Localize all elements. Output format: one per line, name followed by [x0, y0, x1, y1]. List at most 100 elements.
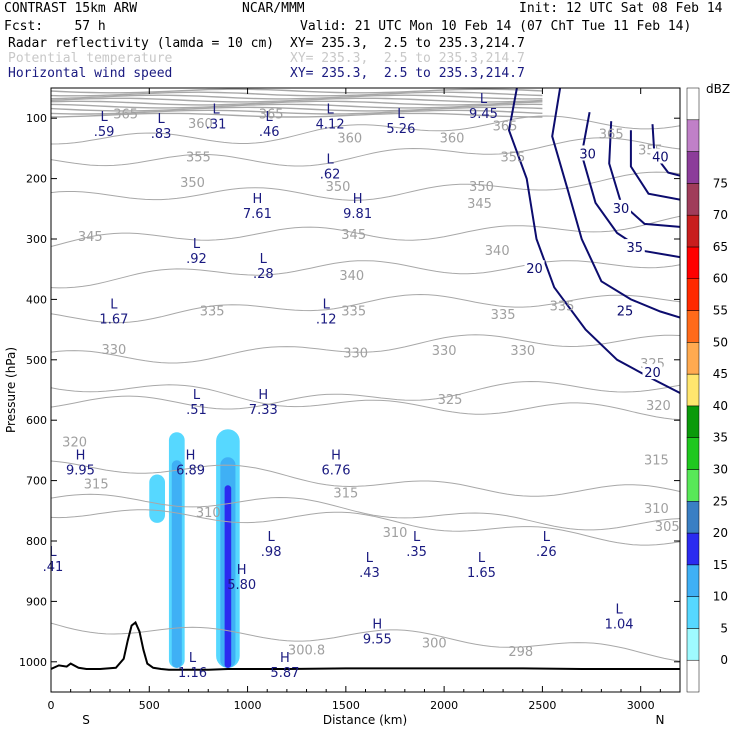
extremum-h-marker: H	[280, 651, 290, 666]
extremum-value: .92	[186, 252, 207, 267]
theta-contour-label: 315	[644, 453, 669, 468]
theta-contour-label: 300.8	[288, 644, 325, 659]
theta-contour-upper	[51, 103, 543, 109]
extremum-value: .46	[259, 125, 280, 140]
extremum-l-marker: L	[323, 297, 331, 312]
extremum-l-marker: L	[478, 551, 486, 566]
theta-contour-label: 320	[646, 399, 671, 414]
colorbar-swatch	[686, 310, 700, 343]
theta-contour-label: 335	[200, 304, 225, 319]
extremum-value: .26	[536, 545, 557, 560]
field-reflectivity-name: Radar reflectivity (lamda = 10 cm)	[8, 36, 275, 51]
colorbar-tick-label: 5	[720, 621, 728, 635]
x-axis-north-label: N	[656, 713, 665, 727]
extremum-value: 7.61	[243, 207, 272, 222]
extremum-l-marker: L	[366, 551, 374, 566]
theta-contour-label: 350	[180, 176, 205, 191]
extremum-l-marker: L	[543, 530, 551, 545]
theta-contour-label: 340	[339, 269, 364, 284]
x-tick-label: 1000	[234, 699, 262, 712]
theta-contour-label: 355	[186, 150, 211, 165]
theta-contour-label: 320	[62, 435, 87, 450]
extremum-l-marker: L	[193, 237, 201, 252]
colorbar-swatch	[686, 183, 700, 216]
extremum-value: 5.87	[270, 666, 299, 681]
field-theta-name: Potential temperature	[8, 51, 173, 66]
theta-contour-label: 335	[341, 304, 366, 319]
wind-contour-20	[507, 88, 680, 394]
theta-contour-label: 310	[196, 506, 221, 521]
extremum-l-marker: L	[266, 110, 274, 125]
extremum-h-marker: H	[331, 448, 341, 463]
colorbar-tick-label: 10	[713, 590, 728, 604]
theta-contour-label: 365	[599, 127, 624, 142]
colorbar-swatch	[686, 342, 700, 375]
theta-contour-upper	[51, 112, 543, 118]
forecast-hour: Fcst: 57 h	[4, 19, 106, 34]
y-tick-label: 800	[26, 535, 47, 548]
colorbar-swatch	[686, 564, 700, 597]
theta-contour-label: 355	[501, 150, 526, 165]
extremum-h-marker: H	[253, 192, 263, 207]
x-tick-label: 2500	[528, 699, 556, 712]
theta-contour-label: 350	[326, 180, 351, 195]
theta-contour-350	[51, 171, 680, 201]
theta-contour-label: 325	[438, 393, 463, 408]
theta-contour-label: 360	[440, 132, 465, 147]
colorbar-tick-label: 0	[720, 653, 728, 667]
extremum-value: 9.45	[469, 107, 498, 122]
extremum-value: 1.65	[467, 566, 496, 581]
colorbar-tick-label: 15	[713, 558, 728, 572]
reflectivity-colorbar: 0 5 10 15 20 25 30 35 40 45 50 55 60 65 70 75 dBZ	[686, 82, 730, 693]
colorbar-swatch	[686, 151, 700, 184]
extrema-layer: L.59L.83L.31 L.46L4.12L5.26L9.45L.62H7.61…	[43, 92, 634, 681]
theta-contour-label: 335	[491, 308, 516, 323]
colorbar-swatch	[686, 214, 700, 248]
wind-contour-label: 30	[613, 202, 630, 217]
theta-contour-label: 310	[383, 526, 408, 541]
model-title: CONTRAST 15km ARW	[4, 1, 138, 16]
extremum-value: 5.80	[227, 578, 256, 593]
theta-contour-label: 360	[337, 132, 362, 147]
theta-contour-layer	[51, 88, 680, 662]
y-tick-label: 100	[26, 112, 47, 125]
theta-contour-label: 365	[113, 107, 138, 122]
colorbar-tick-label: 30	[713, 462, 728, 476]
extremum-value: 4.12	[316, 117, 345, 132]
extremum-value: 1.67	[99, 312, 128, 327]
colorbar-swatch	[686, 532, 700, 566]
reflectivity-layer	[149, 429, 240, 668]
theta-contour-upper	[51, 91, 543, 97]
theta-contour-315	[51, 460, 680, 497]
colorbar-unit-label: dBZ	[706, 82, 730, 96]
wind-label-bg	[650, 148, 671, 164]
y-tick-label: 200	[26, 173, 47, 186]
theta-contour-345	[51, 215, 680, 247]
extremum-value: .28	[253, 267, 274, 282]
wind-label-bg	[624, 239, 645, 255]
x-tick-label: 0	[48, 699, 55, 712]
theta-contour-label: 365	[493, 119, 518, 134]
extremum-value: 1.16	[178, 666, 207, 681]
extremum-l-marker: L	[260, 252, 268, 267]
org-label: NCAR/MMM	[242, 1, 305, 16]
extremum-value: .31	[206, 117, 227, 132]
colorbar-tick-label: 40	[713, 399, 728, 413]
extremum-l-marker: L	[212, 102, 220, 117]
colorbar-swatch	[686, 628, 700, 661]
colorbar-swatch	[686, 246, 700, 279]
colorbar-swatch	[686, 469, 700, 502]
theta-contour-upper	[51, 109, 543, 115]
colorbar-tick-label: 65	[713, 240, 728, 254]
extremum-l-marker: L	[397, 107, 405, 122]
extremum-l-marker: L	[157, 112, 165, 127]
theta-contour-label: 365	[259, 107, 284, 122]
wind-contour-label: 25	[617, 304, 634, 319]
plot-area	[51, 88, 680, 692]
theta-contour-upper	[51, 94, 543, 100]
theta-contour-label: 330	[510, 344, 535, 359]
theta-contour-label: 300	[422, 636, 447, 651]
extremum-value: .62	[320, 168, 341, 183]
theta-contour-upper	[51, 100, 543, 106]
extremum-value: 9.81	[343, 207, 372, 222]
